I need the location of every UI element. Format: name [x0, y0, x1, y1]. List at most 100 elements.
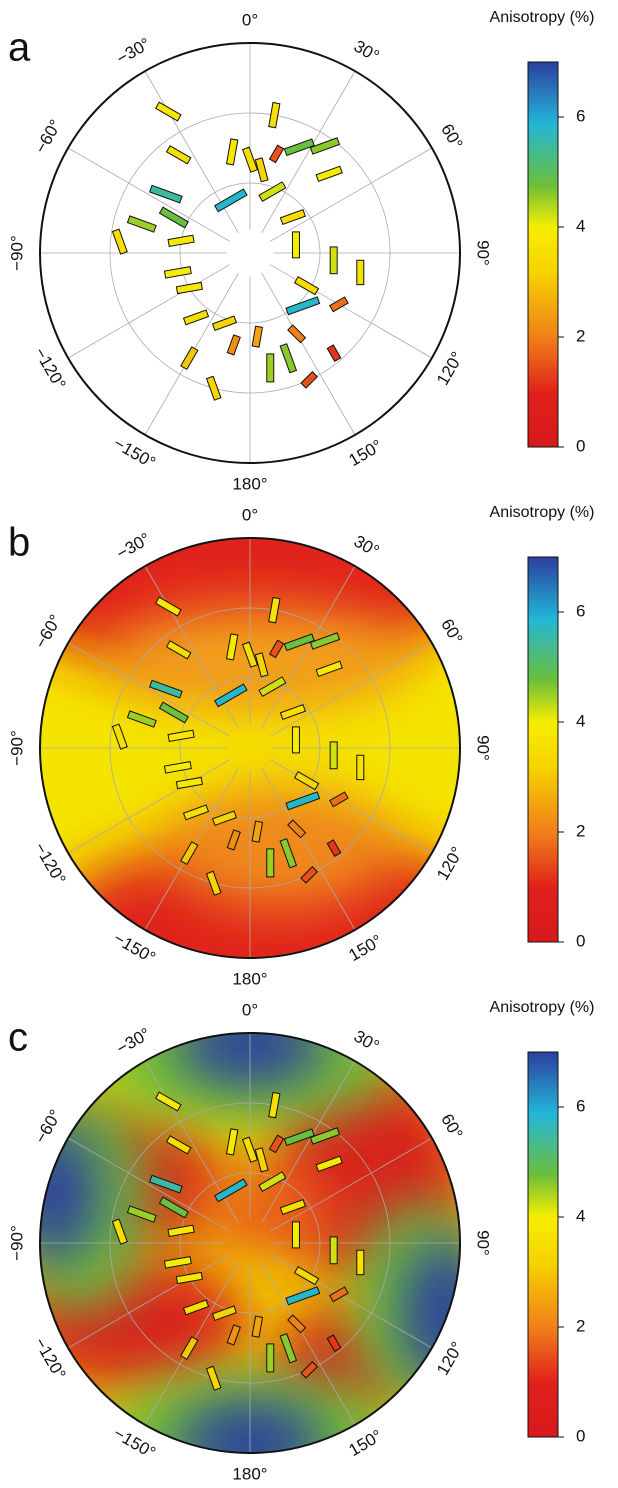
panel-label: a: [8, 26, 31, 70]
splitting-bar: [226, 829, 241, 851]
splitting-bar: [287, 819, 307, 839]
splitting-bar: [326, 1334, 342, 1352]
colorbar-tick-label: 2: [576, 1316, 585, 1335]
splitting-bar: [254, 157, 269, 183]
splitting-bar: [285, 791, 321, 811]
splitting-bar: [285, 296, 321, 316]
splitting-bar: [329, 1286, 349, 1303]
splitting-bar: [149, 184, 183, 204]
angle-label: 150°: [346, 436, 386, 470]
angle-label: 30°: [351, 532, 383, 561]
angle-label: 60°: [437, 616, 466, 648]
splitting-bar: [356, 754, 365, 781]
splitting-bar: [268, 639, 285, 659]
splitting-bar: [182, 309, 210, 326]
splitting-bar: [268, 1134, 285, 1154]
grid-line: [270, 1137, 433, 1232]
angle-label: 90°: [474, 735, 493, 761]
splitting-bar: [111, 228, 128, 255]
splitting-bar: [111, 723, 128, 750]
splitting-bar: [268, 1091, 281, 1119]
splitting-bar: [251, 1315, 264, 1338]
angle-label: 60°: [437, 121, 466, 153]
splitting-bar: [266, 353, 275, 383]
angle-label: 0°: [242, 10, 258, 29]
splitting-bar: [279, 838, 298, 869]
splitting-bar: [300, 371, 319, 389]
splitting-bar: [287, 1314, 307, 1334]
splitting-bar: [251, 820, 264, 843]
splitting-bar: [291, 726, 300, 754]
angle-label: 180°: [232, 474, 267, 493]
colorbar-tick-label: 2: [576, 326, 585, 345]
splitting-bar: [158, 206, 189, 229]
colorbar-title: Anisotropy (%): [490, 9, 595, 26]
splitting-bar: [291, 231, 300, 259]
splitting-bar: [279, 1333, 298, 1364]
grid-line: [261, 70, 356, 233]
splitting-bar: [266, 848, 275, 878]
splitting-bar: [163, 266, 192, 279]
angle-label: −30°: [113, 34, 153, 68]
splitting-bar: [180, 346, 199, 371]
stations: [111, 596, 365, 896]
splitting-bar: [111, 1218, 128, 1245]
splitting-bar: [163, 1256, 192, 1269]
splitting-bar: [309, 1127, 341, 1145]
splitting-bar: [165, 1135, 192, 1155]
splitting-bar: [182, 1299, 210, 1316]
angle-label: −90°: [7, 235, 26, 271]
model-field: [400, 1238, 460, 1388]
splitting-bar: [167, 1224, 195, 1238]
splitting-bar: [241, 1136, 259, 1163]
splitting-bar: [226, 334, 241, 356]
splitting-bar: [165, 145, 192, 165]
angle-label: −60°: [31, 611, 65, 651]
splitting-bar: [211, 315, 238, 331]
splitting-bar: [167, 729, 195, 743]
colorbar-tick-label: 0: [576, 436, 585, 455]
splitting-bar: [285, 1286, 321, 1306]
angle-label: −90°: [7, 1225, 26, 1261]
splitting-bar: [293, 771, 320, 791]
colorbar: [527, 61, 559, 448]
splitting-bar: [291, 1221, 300, 1249]
splitting-bar: [163, 761, 192, 774]
angle-label: −90°: [7, 730, 26, 766]
splitting-bar: [329, 741, 338, 770]
grid-line: [261, 273, 356, 436]
splitting-bar: [251, 325, 264, 348]
splitting-bar: [309, 632, 341, 650]
splitting-bar: [241, 641, 259, 668]
splitting-bar: [211, 810, 238, 826]
splitting-bar: [182, 804, 210, 821]
colorbar-tick-label: 4: [576, 711, 585, 730]
angle-label: 180°: [232, 969, 267, 988]
angle-label: 120°: [433, 844, 467, 884]
angle-label: 150°: [346, 1426, 386, 1460]
angle-label: 120°: [433, 349, 467, 389]
angle-label: −30°: [113, 529, 153, 563]
angle-label: 90°: [474, 1230, 493, 1256]
angle-label: 120°: [433, 1339, 467, 1379]
splitting-bar: [309, 137, 341, 155]
splitting-bar: [180, 1336, 199, 1361]
colorbar-title: Anisotropy (%): [490, 504, 595, 521]
angle-label: −30°: [113, 1024, 153, 1058]
splitting-bar: [279, 208, 307, 226]
splitting-bar: [283, 1128, 315, 1147]
splitting-bar: [225, 138, 239, 166]
outer-ring: [39, 537, 461, 959]
colorbar-title: Anisotropy (%): [490, 999, 595, 1016]
splitting-bar: [329, 791, 349, 808]
splitting-bar: [356, 259, 365, 286]
splitting-bar: [356, 1249, 365, 1276]
splitting-bar: [258, 1171, 287, 1193]
splitting-bar: [258, 181, 287, 203]
splitting-bar: [180, 841, 199, 866]
angle-label: 30°: [351, 1027, 383, 1056]
panel-label: c: [8, 1016, 28, 1060]
angle-label: −60°: [31, 116, 65, 156]
grid-line: [261, 1263, 356, 1426]
grid-line: [67, 147, 230, 242]
